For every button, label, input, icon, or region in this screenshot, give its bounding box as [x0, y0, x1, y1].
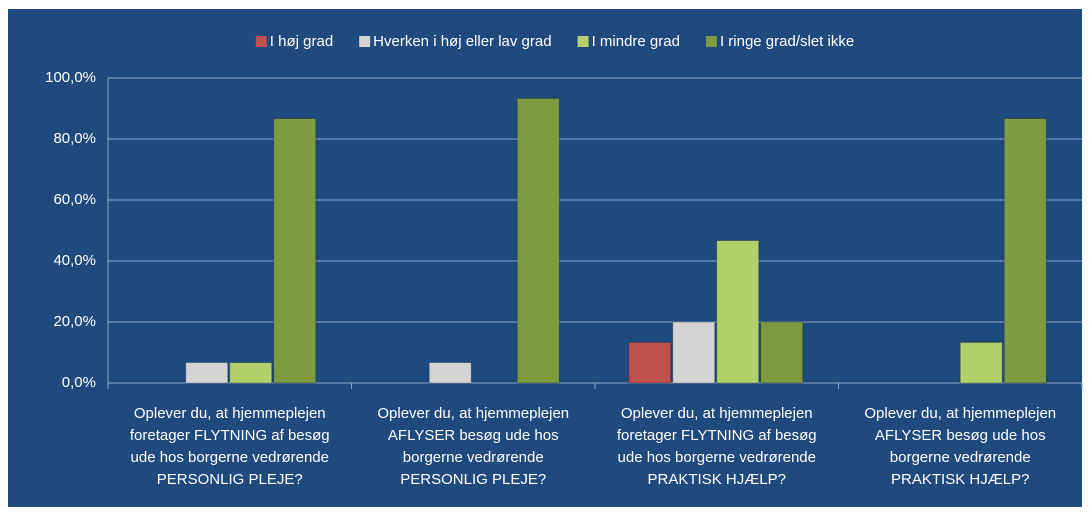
y-tick-label: 100,0% — [45, 69, 96, 86]
y-tick-label: 0,0% — [62, 374, 96, 391]
x-tick-label: Oplever du, at hjemmeplejen — [864, 405, 1056, 422]
x-tick-label: AFLYSER besøg ude hos — [875, 427, 1046, 444]
legend-swatch — [359, 36, 371, 47]
bar — [428, 362, 472, 384]
bar — [1003, 118, 1047, 384]
legend-label: Hverken i høj eller lav grad — [373, 33, 551, 50]
legend-swatch — [705, 36, 717, 47]
bar — [760, 321, 804, 384]
x-tick-label: PRAKTISK HJÆLP? — [891, 471, 1029, 488]
x-tick-label: ude hos borgerne vedrørende — [131, 449, 329, 466]
x-tick-label: PERSONLIG PLEJE? — [400, 471, 546, 488]
legend-swatch — [577, 36, 589, 47]
bar — [959, 341, 1003, 384]
bar — [516, 97, 560, 384]
bar — [273, 118, 317, 384]
legend-label: I ringe grad/slet ikke — [720, 33, 854, 50]
legend-label: I mindre grad — [592, 33, 680, 50]
y-tick-label: 40,0% — [53, 252, 96, 269]
x-tick-label: Oplever du, at hjemmeplejen — [134, 405, 326, 422]
x-tick-label: AFLYSER besøg ude hos — [388, 427, 559, 444]
legend-swatch — [255, 36, 267, 47]
x-tick-label: Oplever du, at hjemmeplejen — [621, 405, 813, 422]
x-tick-label: borgerne vedrørende — [403, 449, 544, 466]
y-tick-label: 20,0% — [53, 313, 96, 330]
bar — [628, 341, 672, 384]
x-tick-label: ude hos borgerne vedrørende — [618, 449, 816, 466]
bar — [672, 321, 716, 384]
bar — [229, 362, 273, 384]
bar — [716, 240, 760, 384]
x-tick-label: PRAKTISK HJÆLP? — [648, 471, 786, 488]
bar — [185, 362, 229, 384]
x-tick-label: PERSONLIG PLEJE? — [157, 471, 303, 488]
legend-label: I høj grad — [270, 33, 333, 50]
x-tick-label: foretager FLYTNING af besøg — [617, 427, 817, 444]
x-tick-label: foretager FLYTNING af besøg — [130, 427, 330, 444]
x-tick-label: Oplever du, at hjemmeplejen — [377, 405, 569, 422]
y-tick-label: 60,0% — [53, 191, 96, 208]
x-tick-label: borgerne vedrørende — [890, 449, 1031, 466]
y-tick-label: 80,0% — [53, 130, 96, 147]
